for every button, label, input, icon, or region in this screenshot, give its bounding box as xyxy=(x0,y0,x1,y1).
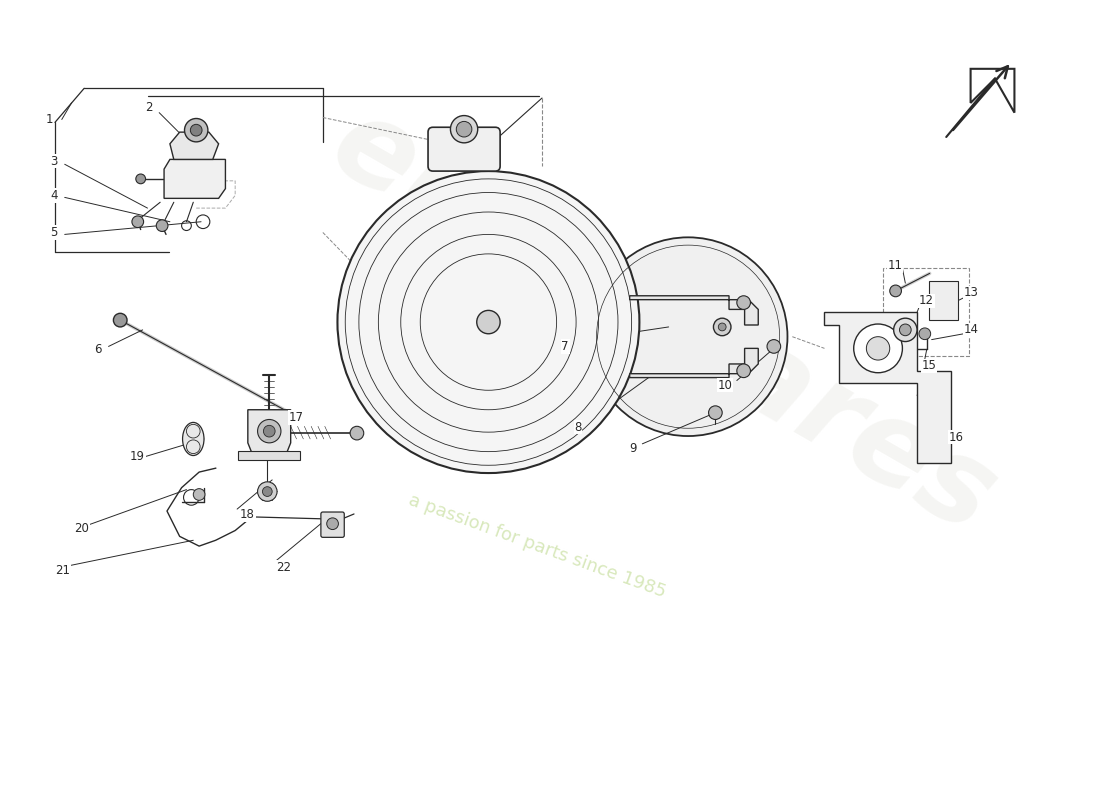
Polygon shape xyxy=(825,312,952,463)
Circle shape xyxy=(718,323,726,331)
Text: 20: 20 xyxy=(75,522,89,535)
Circle shape xyxy=(263,426,275,437)
Circle shape xyxy=(194,489,205,500)
FancyBboxPatch shape xyxy=(321,512,344,538)
Circle shape xyxy=(767,340,781,354)
Text: eurospares: eurospares xyxy=(312,86,1015,558)
Text: 4: 4 xyxy=(51,189,57,202)
Circle shape xyxy=(737,296,750,310)
Polygon shape xyxy=(629,348,758,378)
Circle shape xyxy=(338,171,639,473)
Circle shape xyxy=(113,314,127,327)
Polygon shape xyxy=(629,296,758,325)
Text: 15: 15 xyxy=(922,359,937,373)
Polygon shape xyxy=(169,132,219,159)
Circle shape xyxy=(854,324,902,373)
Circle shape xyxy=(900,324,911,336)
Circle shape xyxy=(867,337,890,360)
Polygon shape xyxy=(928,281,958,320)
Text: 19: 19 xyxy=(130,450,145,463)
Polygon shape xyxy=(164,159,226,198)
Ellipse shape xyxy=(183,422,204,455)
Text: 3: 3 xyxy=(51,155,57,168)
Circle shape xyxy=(132,216,144,227)
Circle shape xyxy=(708,406,723,419)
Text: 5: 5 xyxy=(51,226,57,239)
Circle shape xyxy=(456,122,472,137)
Circle shape xyxy=(350,426,364,440)
Text: 10: 10 xyxy=(717,379,733,392)
Circle shape xyxy=(327,518,339,530)
Text: 17: 17 xyxy=(288,411,304,424)
Text: 2: 2 xyxy=(145,102,153,114)
Circle shape xyxy=(156,220,168,231)
Circle shape xyxy=(737,364,750,378)
Text: 14: 14 xyxy=(964,323,979,336)
Text: 8: 8 xyxy=(574,421,582,434)
Circle shape xyxy=(476,310,501,334)
Text: 9: 9 xyxy=(629,442,637,455)
Text: 16: 16 xyxy=(948,430,964,443)
Text: 22: 22 xyxy=(276,561,292,574)
Circle shape xyxy=(135,174,145,184)
Text: 21: 21 xyxy=(55,564,70,577)
Text: 13: 13 xyxy=(964,286,979,299)
Circle shape xyxy=(295,414,302,422)
Circle shape xyxy=(257,419,280,443)
Text: 18: 18 xyxy=(240,509,255,522)
Circle shape xyxy=(918,328,931,340)
Circle shape xyxy=(185,118,208,142)
Circle shape xyxy=(257,482,277,502)
Circle shape xyxy=(190,124,202,136)
Circle shape xyxy=(890,285,901,297)
Circle shape xyxy=(893,318,917,342)
Circle shape xyxy=(450,115,477,143)
Text: 7: 7 xyxy=(561,340,569,353)
Circle shape xyxy=(588,238,788,436)
Text: 11: 11 xyxy=(888,259,903,272)
Polygon shape xyxy=(238,450,300,460)
Text: 6: 6 xyxy=(94,343,101,356)
FancyBboxPatch shape xyxy=(428,127,501,171)
Text: 12: 12 xyxy=(918,294,934,307)
Polygon shape xyxy=(248,410,290,453)
Circle shape xyxy=(263,486,272,497)
Text: a passion for parts since 1985: a passion for parts since 1985 xyxy=(406,491,669,601)
Text: 1: 1 xyxy=(45,113,53,126)
Circle shape xyxy=(714,318,732,336)
